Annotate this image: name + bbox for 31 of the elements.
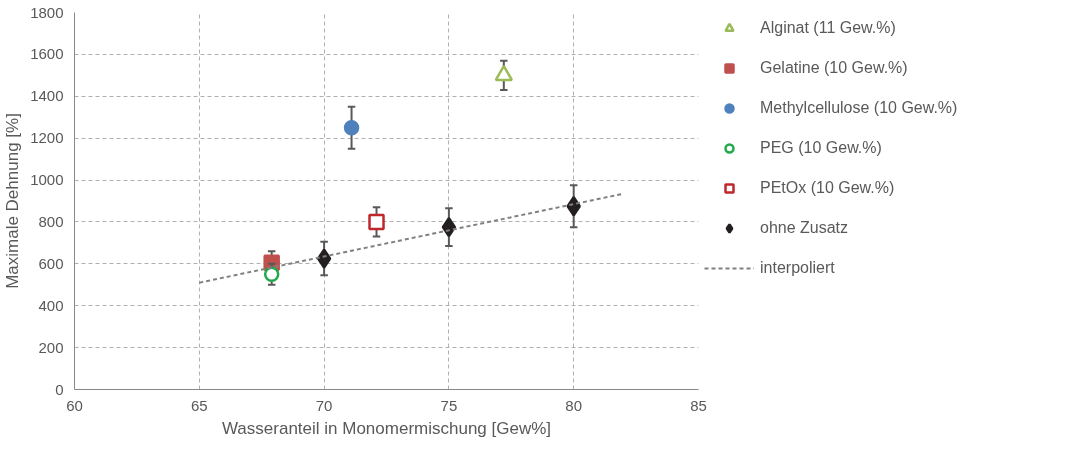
legend-label: Methylcellulose (10 Gew.%) [760, 99, 958, 117]
y-tick-label: 1200 [30, 129, 64, 147]
y-tick-label: 1600 [30, 45, 64, 63]
y-tick-label: 1800 [30, 3, 64, 21]
point [343, 119, 360, 136]
y-tick-label: 800 [38, 212, 64, 230]
point [494, 64, 514, 82]
legend-label: PEtOx (10 Gew.%) [760, 179, 895, 197]
point [316, 248, 332, 269]
y-tick-label: 1000 [30, 171, 64, 189]
y-tick-label: 600 [38, 254, 64, 272]
x-axis-title: Wasseranteil in Monomermischung [Gew%] [221, 418, 552, 438]
legend-label: interpoliert [760, 259, 835, 277]
y-tick-label: 1400 [30, 87, 64, 105]
y-tick-label: 200 [38, 338, 64, 356]
legend-label: ohne Zusatz [760, 219, 849, 237]
y-tick-label: 0 [55, 380, 64, 398]
legend-label: Gelatine (10 Gew.%) [760, 59, 908, 77]
point [263, 266, 280, 283]
x-tick-label: 75 [440, 396, 458, 414]
y-tick-label: 400 [38, 296, 64, 314]
point [368, 213, 385, 231]
y-axis-title: Maximale Dehnung [%] [3, 113, 23, 289]
x-tick-label: 70 [315, 396, 333, 414]
x-tick-label: 85 [690, 396, 707, 414]
x-tick-label: 65 [190, 396, 208, 414]
legend-label: PEG (10 Gew.%) [760, 139, 882, 157]
x-tick-label: 80 [565, 396, 583, 414]
x-tick-label: 60 [66, 396, 83, 414]
legend-label: Alginat (11 Gew.%) [760, 19, 896, 37]
point [441, 216, 457, 238]
